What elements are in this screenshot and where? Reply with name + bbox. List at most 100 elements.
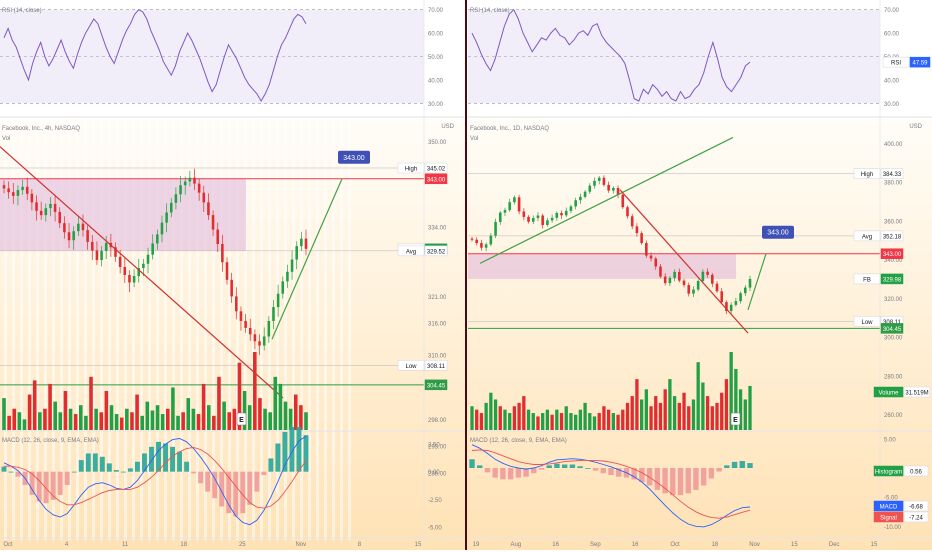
volume-bar <box>237 362 242 430</box>
rsi-tick-label: 60.00 <box>884 32 900 38</box>
volume-bar <box>493 399 498 430</box>
macd-histogram-bar <box>646 468 653 486</box>
earnings-marker[interactable] <box>236 412 247 426</box>
candle-body <box>687 285 691 294</box>
x-tick-label: 25 <box>239 542 246 548</box>
volume-bar <box>166 408 170 430</box>
macd-histogram-bar <box>184 461 190 472</box>
histogram-tag-label: Histogram <box>875 470 902 476</box>
volume-bar <box>715 402 719 430</box>
macd-histogram-bar <box>170 446 176 472</box>
high-tag-value: 384.33 <box>883 172 902 178</box>
macd-histogram-bar <box>219 471 225 507</box>
candle-body <box>748 278 752 288</box>
volume-bar <box>104 391 109 430</box>
candle-body <box>720 291 724 303</box>
candle-body <box>579 196 582 201</box>
volume-bar <box>635 379 639 430</box>
candle-body <box>53 203 57 212</box>
candle-body <box>574 200 577 207</box>
currency-label: USD <box>441 124 454 130</box>
candle-body <box>513 197 516 203</box>
volume-tag-label-box <box>873 386 904 398</box>
macd-histogram-bar <box>15 471 21 477</box>
macd-histogram-bar <box>106 463 112 472</box>
candle-body <box>281 281 285 294</box>
avg-tag-value: 329.52 <box>427 249 446 255</box>
candle-body <box>221 244 224 263</box>
candle-body <box>494 221 497 236</box>
volume-bar <box>517 402 521 430</box>
candle-body <box>193 177 196 184</box>
candle-body <box>725 302 728 312</box>
volume-bar <box>658 402 663 430</box>
session-stripe <box>268 0 271 540</box>
candle-body <box>640 233 643 244</box>
candle-body <box>531 218 535 222</box>
volume-bar <box>564 406 568 430</box>
candle-body <box>621 194 625 208</box>
volume-bar <box>186 398 191 430</box>
volume-bar <box>498 406 502 430</box>
macd-histogram-bar <box>739 461 745 468</box>
rsi-value-tag-value: 47.59 <box>912 61 928 67</box>
earnings-marker-label: E <box>733 417 738 424</box>
low-tag-value: 308.11 <box>427 364 446 370</box>
session-stripe <box>196 0 199 540</box>
volume-bar <box>531 413 535 430</box>
session-stripe <box>4 0 7 540</box>
volume-bar <box>663 389 667 430</box>
volume-bar <box>53 401 57 430</box>
macd-histogram-bar <box>477 465 483 468</box>
macd-value-tag-label-box <box>873 500 904 512</box>
session-stripe <box>188 0 191 540</box>
candle-body <box>86 230 89 242</box>
macd-histogram-bar <box>254 471 260 492</box>
candle-body <box>95 250 99 261</box>
macd-histogram-bar <box>1 466 7 472</box>
volume-bar <box>232 408 237 430</box>
candle-body <box>262 336 266 346</box>
rsi-value-tag-label: RSI <box>891 61 901 67</box>
macd-histogram-bar <box>50 471 56 500</box>
candle-body <box>739 293 742 302</box>
candle-body <box>77 223 80 232</box>
volume-bar <box>559 413 564 430</box>
candle-body <box>475 239 479 244</box>
volume-bar <box>691 399 696 430</box>
candle-body <box>12 192 15 196</box>
volume-bar <box>191 408 196 430</box>
macd-histogram-bar <box>561 464 568 468</box>
earnings-marker[interactable] <box>730 412 741 426</box>
volume-bar <box>503 409 507 430</box>
macd-histogram-bar <box>78 460 84 472</box>
volume-bar <box>592 416 597 430</box>
volume-bar <box>176 415 180 430</box>
price-tick-label: 340.00 <box>884 258 903 264</box>
macd-histogram-bar <box>654 468 661 490</box>
macd-histogram-bar <box>226 471 232 514</box>
candle-body <box>597 177 601 181</box>
volume-bar <box>150 410 155 430</box>
x-tick-label: 18 <box>180 542 187 548</box>
low-tag-label: Low <box>405 364 417 370</box>
panel-divider-bar[interactable] <box>465 0 467 550</box>
candle-body <box>67 232 71 241</box>
volume-bar <box>63 391 68 430</box>
volume-bar <box>304 412 308 430</box>
session-stripe <box>132 0 135 540</box>
volume-bar <box>583 402 587 430</box>
volume-bar <box>748 385 752 430</box>
signal-line <box>471 449 751 519</box>
macd-histogram-bar <box>85 453 91 472</box>
volume-bar <box>27 394 32 430</box>
macd-histogram-bar <box>268 458 274 472</box>
histogram-tag-label-box <box>873 465 904 477</box>
volume-bar <box>258 398 262 430</box>
volume-bar <box>247 405 252 430</box>
macd-histogram-bar <box>163 443 168 472</box>
candle-body <box>188 177 192 182</box>
